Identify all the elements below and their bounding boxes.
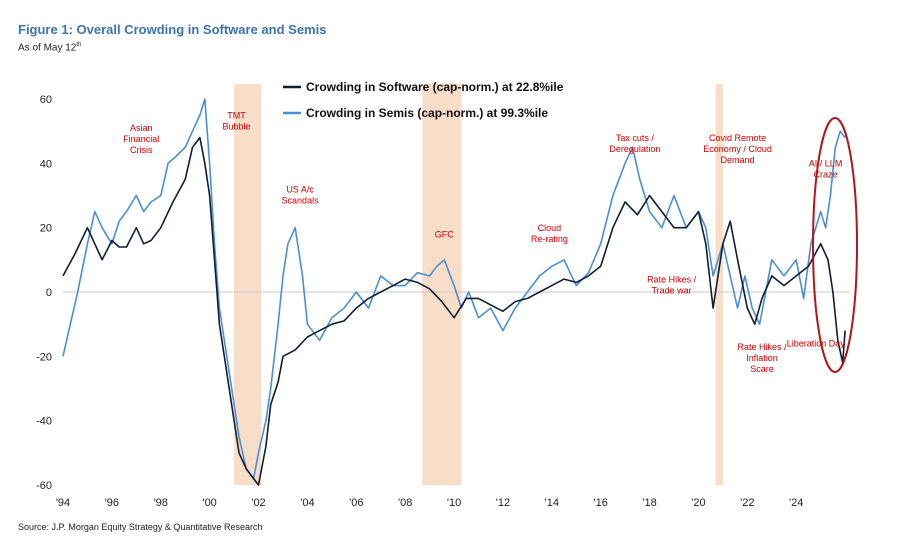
x-tick-label: '00 xyxy=(202,497,216,509)
annotation-line: Trade war xyxy=(651,285,691,295)
x-axis-ticks: '94 '96 '98 '00 '02 '04 '06 '08 '10 '12 '14 '16 '18 '… xyxy=(56,497,804,509)
annotation-line: Financial xyxy=(123,134,159,144)
annotation-line: Scandals xyxy=(282,195,320,205)
annotation-line: Crisis xyxy=(130,145,153,155)
x-tick-label: '22 xyxy=(740,497,754,509)
x-tick-label: '12 xyxy=(496,497,510,509)
legend: Crowding in Software (cap-norm.) at 22.8… xyxy=(283,80,564,120)
shaded-period-1 xyxy=(234,84,261,485)
annotation-line: Re-rating xyxy=(531,234,568,244)
annotation-line: Scare xyxy=(750,364,774,374)
shaded-period-3 xyxy=(715,84,723,485)
shaded-period-2 xyxy=(422,84,462,485)
y-tick-label: 40 xyxy=(40,158,52,170)
chart-title: Figure 1: Overall Crowding in Software a… xyxy=(18,22,327,37)
legend-semis-label: Crowding in Semis (cap-norm.) at 99.3%il… xyxy=(306,106,548,120)
annotation-line: AI / LLM xyxy=(809,159,843,169)
source-note: Source: J.P. Morgan Equity Strategy & Qu… xyxy=(18,522,263,532)
x-tick-label: '06 xyxy=(349,497,363,509)
annotation-label: TMT Bubble xyxy=(223,110,251,131)
legend-software-label: Crowding in Software (cap-norm.) at 22.8… xyxy=(306,80,564,94)
annotation-line: US A/c xyxy=(286,184,314,194)
software-line xyxy=(62,136,846,486)
event-annotations: Asian Financial Crisis TMT Bubble US A/c Scand… xyxy=(123,110,845,374)
annotation-line: Demand xyxy=(721,155,755,165)
annotation-label: Cloud Re-rating xyxy=(531,223,568,244)
highlight-ellipse xyxy=(812,117,858,373)
annotation-line: Cloud xyxy=(538,223,562,233)
annotation-line: Craze xyxy=(814,170,838,180)
annotation-label: Asian Financial Crisis xyxy=(123,123,159,155)
annotation-line: Rate Hikes / xyxy=(737,342,787,352)
x-tick-label: '02 xyxy=(251,497,265,509)
y-tick-label: 20 xyxy=(40,223,52,235)
x-tick-label: '14 xyxy=(545,497,559,509)
annotation-label: AI / LLM Craze xyxy=(809,159,843,180)
subtitle-text: As of May 12 xyxy=(18,42,77,54)
annotation-line: Economy / Cloud xyxy=(703,144,772,154)
subtitle-superscript: th xyxy=(76,42,82,48)
annotation-label: Rate Hikes / Inflation Scare xyxy=(737,342,787,374)
annotation-label: US A/c Scandals xyxy=(282,184,320,205)
annotation-line: Deregulation xyxy=(609,144,660,154)
x-tick-label: '10 xyxy=(447,497,461,509)
annotation-label: GFC xyxy=(435,229,454,239)
annotation-label: Liberation Day xyxy=(787,339,846,349)
x-tick-label: '08 xyxy=(398,497,412,509)
annotation-line: Inflation xyxy=(746,353,778,363)
annotation-line: Covid Remote xyxy=(709,133,766,143)
annotation-line: Rate Hikes / xyxy=(647,274,697,284)
y-tick-label: -20 xyxy=(36,351,52,363)
x-tick-label: '94 xyxy=(56,497,70,509)
annotation-label: Rate Hikes / Trade war xyxy=(647,274,697,295)
semis-line xyxy=(62,98,846,480)
shaded-periods xyxy=(234,84,723,485)
annotation-line: Bubble xyxy=(223,121,251,131)
x-tick-label: '20 xyxy=(691,497,705,509)
y-tick-label: 0 xyxy=(46,287,52,299)
y-axis-ticks: 60 40 20 0 -20 -40 -60 xyxy=(36,94,52,492)
annotation-label: Tax cuts / Deregulation xyxy=(609,133,660,154)
x-tick-label: '98 xyxy=(154,497,168,509)
y-tick-label: 60 xyxy=(40,94,52,106)
x-tick-label: '16 xyxy=(594,497,608,509)
annotation-line: TMT xyxy=(227,110,246,120)
series-software xyxy=(62,136,846,486)
chart-subtitle: As of May 12th xyxy=(18,42,81,53)
y-tick-label: -60 xyxy=(36,480,52,492)
x-tick-label: '96 xyxy=(105,497,119,509)
x-tick-label: '24 xyxy=(789,497,803,509)
annotation-line: Asian xyxy=(130,123,153,133)
x-tick-label: '18 xyxy=(642,497,656,509)
annotation-label: Covid Remote Economy / Cloud Demand xyxy=(703,133,772,165)
annotation-line: Liberation Day xyxy=(787,339,846,349)
series-semis xyxy=(62,98,846,480)
y-tick-label: -40 xyxy=(36,416,52,428)
x-tick-label: '04 xyxy=(300,497,314,509)
annotation-line: GFC xyxy=(435,229,454,239)
annotation-line: Tax cuts / xyxy=(616,133,655,143)
